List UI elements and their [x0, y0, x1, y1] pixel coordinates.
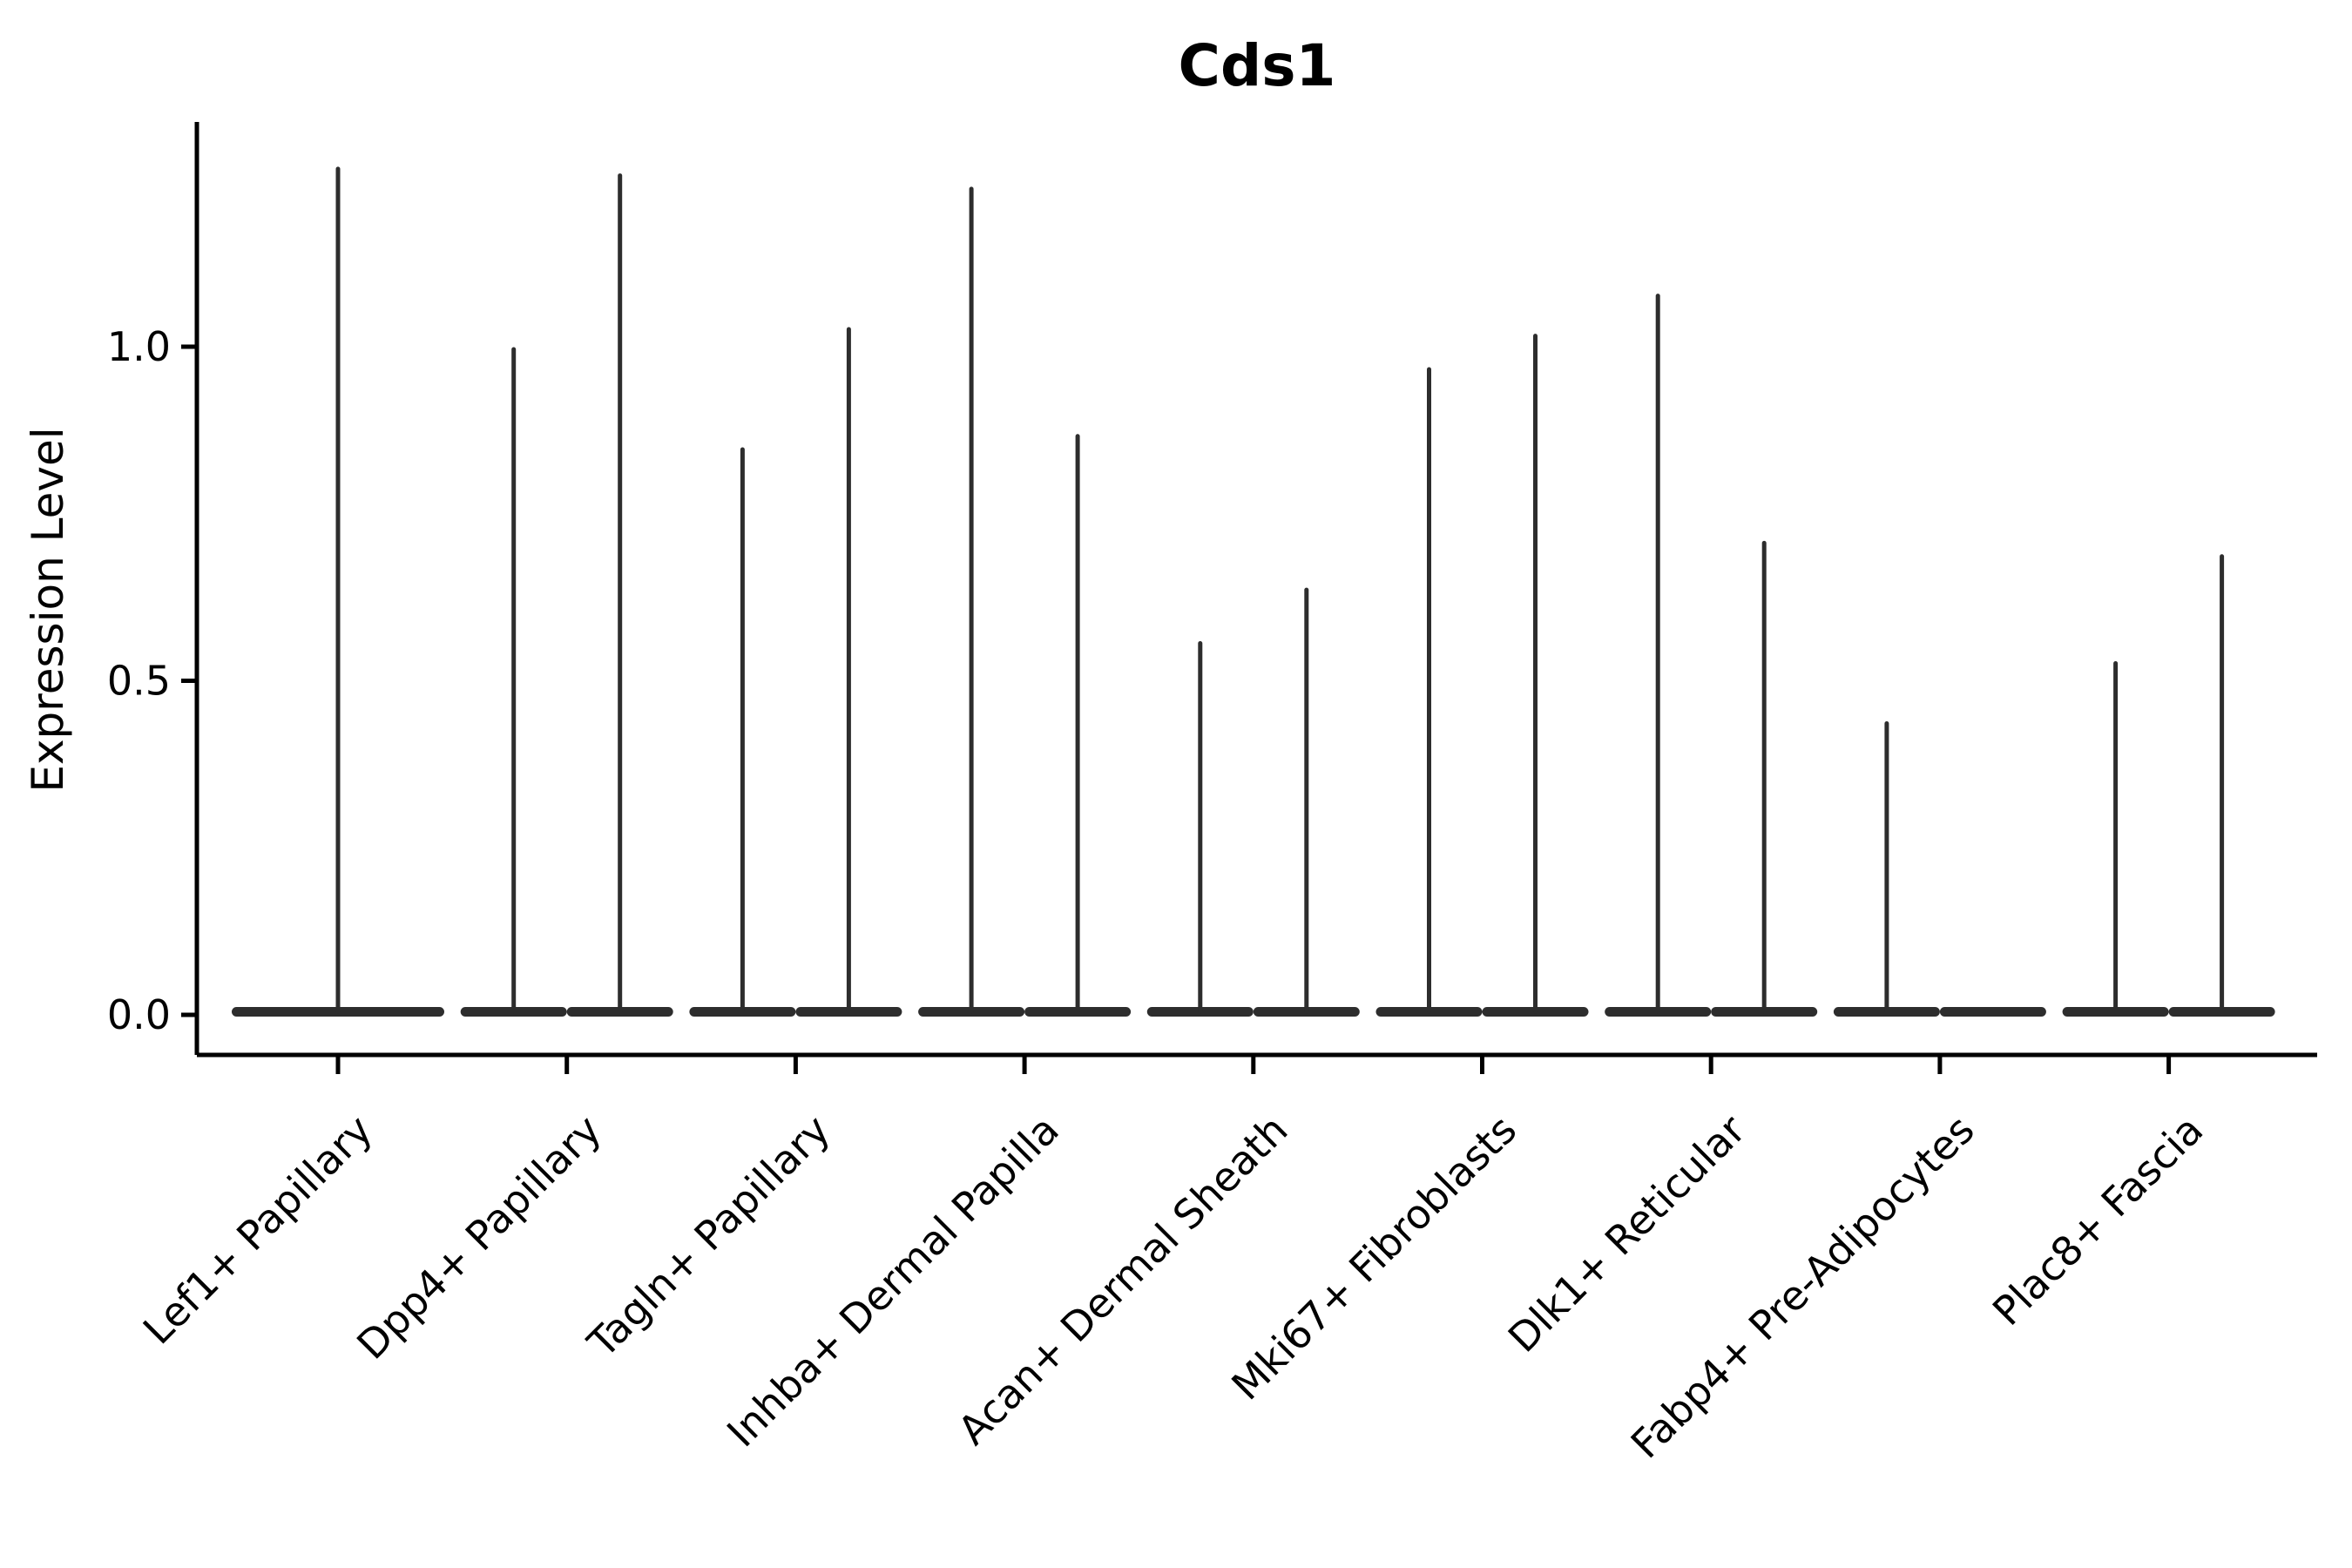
violin-dpp4-papillary [460, 173, 673, 1017]
x-tick-label-dlk1-reticular: Dlk1+ Reticular [1499, 1106, 1754, 1362]
y-axis-label: Expression Level [23, 427, 73, 792]
violin-inhba-dermal-papilla [918, 186, 1132, 1017]
axis-spines [194, 122, 2317, 1058]
x-tick-label-plac8-fascia: Plac8+ Fascia [1984, 1106, 2212, 1335]
violin-mki67-fibroblasts [1375, 334, 1589, 1017]
violin-plac8-fascia [2062, 554, 2275, 1017]
violin-dlk1-reticular [1605, 294, 1818, 1017]
y-tick-label: 1.0 [107, 323, 171, 370]
violin-fabp4-pre-adipocytes [1833, 721, 2046, 1017]
violin-body [1939, 1007, 2046, 1017]
chart-title: Cds1 [1179, 32, 1336, 99]
violin-acan-dermal-sheath [1146, 587, 1360, 1017]
x-tick-label-dpp4-papillary: Dpp4+ Papillary [348, 1106, 610, 1369]
violin-tagln-papillary [689, 327, 902, 1017]
violins-group [232, 166, 2275, 1017]
y-tick-label: 0.5 [107, 658, 171, 705]
y-tick-group: 0.0 0.5 1.0 [107, 323, 197, 1038]
violin-lef1-papillary [232, 166, 444, 1017]
x-tick-label-tagln-papillary: Tagln+ Papillary [578, 1106, 840, 1368]
y-tick-label: 0.0 [107, 991, 171, 1038]
x-tick-label-lef1-papillary: Lef1+ Papillary [134, 1106, 382, 1354]
